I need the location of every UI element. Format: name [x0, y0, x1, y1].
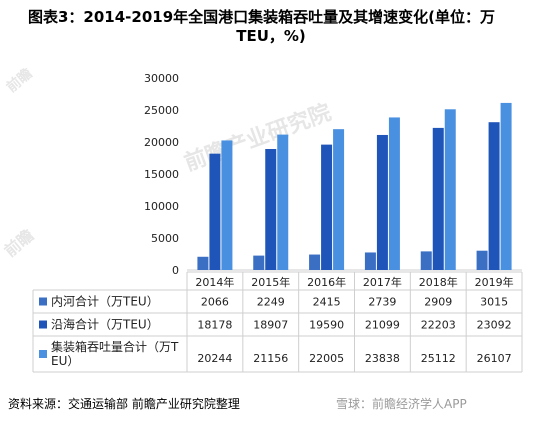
bar-1-3	[309, 254, 321, 270]
table-value-2-5: 22203	[421, 319, 456, 332]
table-value-2-2: 18907	[253, 319, 288, 332]
table-value-3-1: 20244	[197, 352, 232, 365]
x-tick-label: 2018年	[419, 275, 458, 289]
table-value-3-4: 23838	[365, 352, 400, 365]
bar-2-5	[432, 127, 444, 270]
bar-2-6	[488, 122, 500, 270]
table-value-3-2: 21156	[253, 352, 288, 365]
legend-swatch-2	[39, 320, 47, 329]
bar-1-4	[364, 252, 376, 270]
y-tick-label: 25000	[144, 104, 179, 117]
table-value-1-2: 2249	[257, 296, 285, 309]
bar-3-3	[333, 129, 345, 270]
chart-title-line2: TEU，%)	[236, 27, 306, 45]
legend-label-2: 沿海合计（万TEU）	[51, 317, 159, 332]
table-value-1-1: 2066	[201, 296, 229, 309]
legend-label-3: 集装箱吞吐量合计（万T	[51, 339, 179, 354]
y-tick-label: 30000	[144, 72, 179, 85]
source-note: 资料来源：交通运输部 前瞻产业研究院整理	[8, 397, 240, 411]
y-tick-label: 15000	[144, 168, 179, 181]
bar-2-2	[265, 148, 277, 270]
y-tick-label: 5000	[151, 232, 179, 245]
table-value-2-3: 19590	[309, 319, 344, 332]
bar-1-1	[197, 256, 209, 270]
bar-3-1	[221, 140, 233, 270]
table-value-2-1: 18178	[197, 319, 232, 332]
bar-1-6	[476, 250, 488, 270]
x-tick-label: 2014年	[195, 275, 234, 289]
table-value-3-6: 26107	[477, 352, 512, 365]
x-tick-label: 2015年	[251, 275, 290, 289]
chart-title-line1: 图表3：2014-2019年全国港口集装箱吞吐量及其增速变化(单位：万	[28, 8, 496, 26]
chart-title: 图表3：2014-2019年全国港口集装箱吞吐量及其增速变化(单位：万 TEU，…	[10, 8, 532, 46]
table-value-3-3: 22005	[309, 352, 344, 365]
table-value-1-3: 2415	[313, 296, 341, 309]
table-value-2-6: 23092	[477, 319, 512, 332]
y-tick-label: 20000	[144, 136, 179, 149]
x-tick-label: 2019年	[475, 275, 514, 289]
bar-2-4	[376, 134, 388, 270]
bar-3-2	[277, 134, 289, 270]
bar-2-1	[209, 153, 221, 270]
bar-3-6	[500, 102, 512, 271]
legend-label-3: EU）	[51, 354, 79, 368]
x-tick-label: 2017年	[363, 275, 402, 289]
table-value-3-5: 25112	[421, 352, 456, 365]
y-tick-label: 0	[172, 264, 179, 277]
legend-label-1: 内河合计（万TEU）	[51, 294, 159, 309]
watermark-footer: 雪球：前瞻经济学人APP	[336, 397, 467, 411]
legend-swatch-1	[39, 297, 47, 306]
y-tick-label: 10000	[144, 200, 179, 213]
table-value-1-6: 3015	[480, 296, 508, 309]
bar-2-3	[321, 144, 333, 270]
legend-swatch-3	[39, 350, 47, 358]
x-tick-label: 2016年	[307, 275, 346, 289]
bar-3-5	[444, 109, 456, 270]
bar-1-2	[253, 255, 265, 270]
bar-1-5	[420, 251, 432, 270]
table-value-2-4: 21099	[365, 319, 400, 332]
table-value-1-5: 2909	[424, 296, 452, 309]
table-value-1-4: 2739	[368, 296, 396, 309]
bar-3-4	[388, 117, 400, 270]
